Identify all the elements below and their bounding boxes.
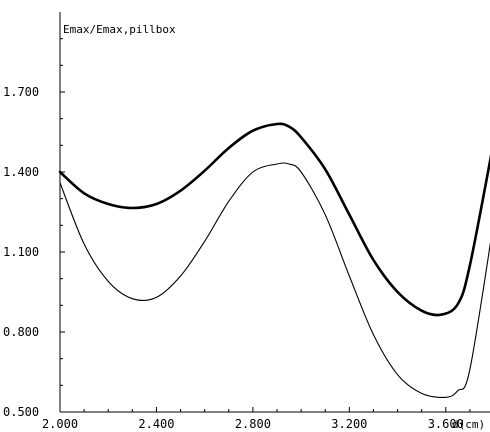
x-tick-label: 2.400 xyxy=(138,417,174,431)
y-tick-label: 1.400 xyxy=(3,165,39,179)
y-tick-label: 1.100 xyxy=(3,245,39,259)
plot-frame xyxy=(59,12,490,413)
y-tick-label: 0.500 xyxy=(3,405,39,419)
x-tick-label: 2.800 xyxy=(235,417,271,431)
x-tick-label: 3.600 xyxy=(428,417,464,431)
series-line-2 xyxy=(59,162,490,398)
x-tick-label: 2.000 xyxy=(42,417,78,431)
y-tick-label: 1.700 xyxy=(3,85,39,99)
x-axis-title: d(cm) xyxy=(452,418,485,431)
ticks: 0.500 0.800 1.100 1.400 1.700 2.000 2.400 2.800… xyxy=(3,38,471,431)
x-tick-label: 3.200 xyxy=(331,417,367,431)
y-tick-label: 0.800 xyxy=(3,325,39,339)
y-axis-title: Emax/Emax,pillbox xyxy=(63,23,176,36)
series-line-1 xyxy=(58,122,490,317)
series-group xyxy=(58,122,490,398)
